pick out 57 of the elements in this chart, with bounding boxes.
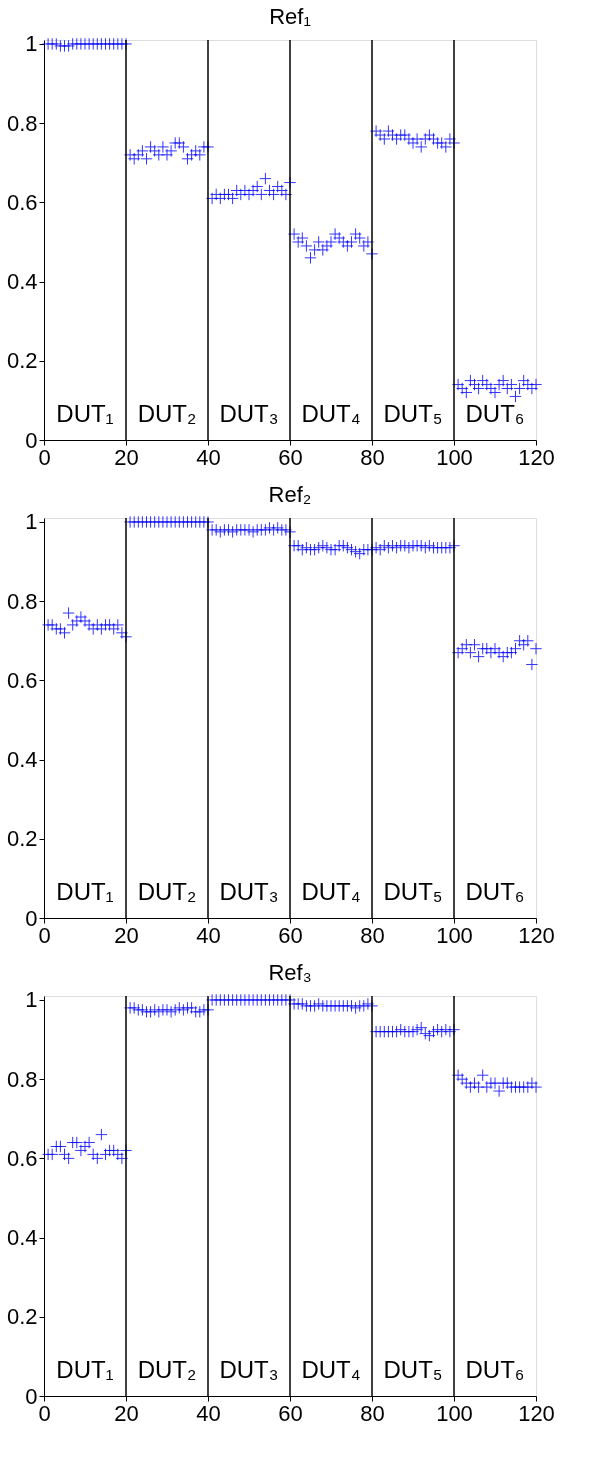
annotation: DUT₄ (301, 878, 361, 905)
x-tick-label: 60 (278, 444, 303, 470)
y-tick-label: 0.6 (6, 1145, 38, 1171)
annotation: DUT₃ (219, 1356, 279, 1383)
x-tick-label: 80 (360, 1400, 385, 1426)
x-tick-label: 120 (518, 922, 555, 948)
chart-title: Ref₂ (268, 481, 312, 507)
x-tick-label: 40 (196, 922, 221, 948)
annotation: DUT₁ (56, 878, 114, 905)
y-tick-label: 0.4 (6, 1225, 38, 1251)
x-tick-label: 40 (196, 1400, 221, 1426)
y-tick-label: 0.6 (6, 189, 38, 215)
x-tick-label: 120 (518, 444, 555, 470)
annotation: DUT₁ (56, 1356, 114, 1383)
y-tick-label: 0 (25, 1383, 38, 1409)
annotation: DUT₆ (465, 400, 525, 427)
annotation: DUT₅ (383, 400, 443, 427)
annotation: DUT₄ (301, 400, 361, 427)
y-tick-label: 0 (25, 905, 38, 931)
x-tick-label: 100 (436, 922, 473, 948)
annotation: DUT₄ (301, 1356, 361, 1383)
y-tick-label: 1 (25, 31, 38, 57)
y-tick-label: 1 (25, 987, 38, 1013)
y-tick-label: 0.8 (6, 1066, 38, 1092)
annotation: DUT₅ (383, 1356, 443, 1383)
x-tick-label: 60 (278, 922, 303, 948)
annotation: DUT₃ (219, 400, 279, 427)
y-tick-label: 0.4 (6, 747, 38, 773)
x-tick-label: 60 (278, 1400, 303, 1426)
chart-title: Ref₁ (269, 3, 311, 29)
y-tick-label: 0.2 (6, 826, 38, 852)
x-tick-label: 100 (436, 1400, 473, 1426)
y-tick-label: 0.2 (6, 1304, 38, 1330)
x-tick-label: 100 (436, 444, 473, 470)
x-tick-label: 20 (114, 922, 139, 948)
y-tick-label: 0 (25, 427, 38, 453)
annotation: DUT₂ (137, 878, 197, 905)
annotation: DUT₂ (137, 1356, 197, 1383)
annotation: DUT₆ (465, 1356, 525, 1383)
x-tick-label: 120 (518, 1400, 555, 1426)
annotation: DUT₅ (383, 878, 443, 905)
y-tick-label: 0.2 (6, 348, 38, 374)
annotation: DUT₁ (56, 400, 114, 427)
annotation: DUT₆ (465, 878, 525, 905)
y-tick-label: 0.6 (6, 667, 38, 693)
y-tick-label: 0.8 (6, 110, 38, 136)
x-tick-label: 80 (360, 922, 385, 948)
y-tick-label: 0.8 (6, 588, 38, 614)
x-tick-label: 80 (360, 444, 385, 470)
y-tick-label: 0.4 (6, 269, 38, 295)
x-tick-label: 20 (114, 444, 139, 470)
annotation: DUT₃ (219, 878, 279, 905)
x-tick-label: 20 (114, 1400, 139, 1426)
annotation: DUT₂ (137, 400, 197, 427)
x-tick-label: 40 (196, 444, 221, 470)
chart-title: Ref₃ (268, 959, 312, 985)
y-tick-label: 1 (25, 509, 38, 535)
